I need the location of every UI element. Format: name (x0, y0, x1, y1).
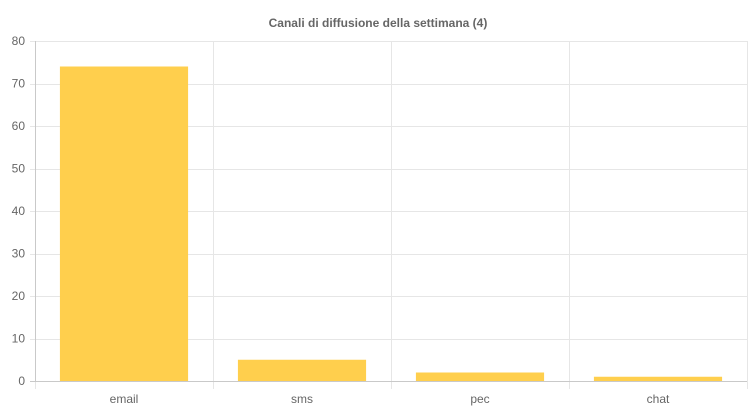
bar-sms[interactable] (237, 359, 367, 381)
x-tick-label: chat (647, 392, 670, 406)
bar-chat[interactable] (593, 376, 723, 381)
y-tick-label: 80 (12, 34, 26, 48)
y-axis-tick-labels: 0 10 20 30 40 50 60 70 80 (12, 34, 26, 388)
y-tick-label: 20 (12, 289, 26, 303)
y-tick-label: 10 (12, 332, 26, 346)
bar-email[interactable] (59, 66, 189, 382)
chart-title: Canali di diffusione della settimana (4) (269, 16, 488, 30)
y-tick-label: 30 (12, 247, 26, 261)
bars (59, 66, 723, 382)
y-tick-label: 0 (18, 374, 25, 388)
x-tick-label: pec (470, 392, 489, 406)
x-tick-label: sms (291, 392, 313, 406)
axes (30, 41, 747, 382)
y-tick-label: 40 (12, 204, 26, 218)
y-tick-label: 50 (12, 162, 26, 176)
y-tick-label: 60 (12, 119, 26, 133)
bar-pec[interactable] (415, 372, 545, 382)
x-tick-label: email (110, 392, 139, 406)
x-axis-tick-labels: email sms pec chat (110, 392, 670, 406)
y-tick-label: 70 (12, 77, 26, 91)
